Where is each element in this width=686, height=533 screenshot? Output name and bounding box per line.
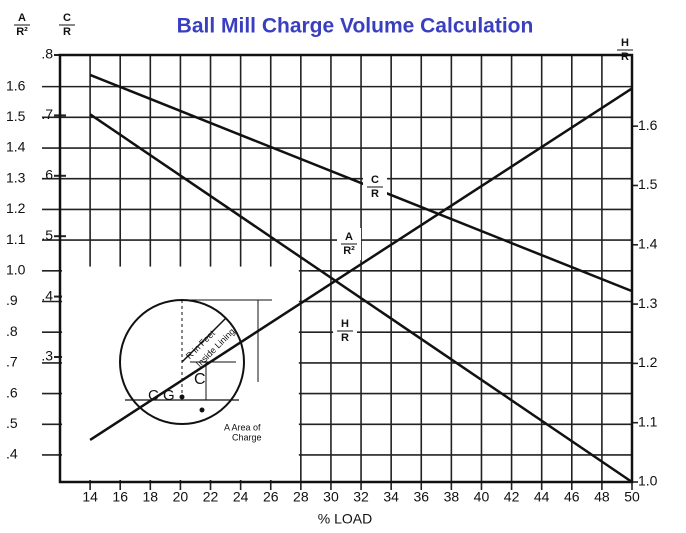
h-tick-label: 1.3 [638, 295, 658, 311]
radius-line [181, 317, 227, 363]
x-tick-label: 24 [233, 489, 249, 505]
a-tick-label: .6 [6, 384, 18, 400]
inset-background [62, 266, 299, 480]
x-tick-label: 34 [383, 489, 399, 505]
series-label-num: H [341, 318, 349, 330]
h-tick-label: 1.2 [638, 354, 658, 370]
c-label: C [194, 371, 206, 388]
x-tick-label: 20 [173, 489, 189, 505]
c-tick-label: .3 [41, 348, 53, 364]
x-tick-label: 38 [444, 489, 460, 505]
series-label-den: R² [343, 245, 355, 257]
area-label: Charge [232, 432, 262, 442]
a-axis-title-num: A [18, 12, 26, 24]
x-tick-label: 16 [112, 489, 128, 505]
area-label: A Area of [224, 422, 261, 432]
c-axis-title-den: R [63, 26, 71, 38]
x-tick-label: 46 [564, 489, 580, 505]
x-tick-label: 22 [203, 489, 219, 505]
h-axis-title-num: H [621, 37, 629, 49]
a-tick-label: 1.2 [6, 200, 26, 216]
c-tick-label: .5 [41, 227, 53, 243]
a-tick-label: .7 [6, 354, 18, 370]
c-tick-label: .7 [41, 106, 53, 122]
series-label-num: C [371, 174, 379, 186]
a-tick-label: .8 [6, 323, 18, 339]
a-tick-label: 1.0 [6, 262, 26, 278]
c-axis-title-num: C [63, 12, 71, 24]
chart-title: Ball Mill Charge Volume Calculation [177, 15, 534, 38]
h-axis-title-den: R [621, 51, 629, 63]
x-tick-label: 42 [504, 489, 520, 505]
c-tick-label: .6 [41, 166, 53, 182]
series-label-den: R [341, 332, 349, 344]
series-line [89, 73, 633, 293]
a-tick-label: .4 [6, 446, 18, 462]
a-tick-label: 1.4 [6, 139, 26, 155]
x-tick-label: 26 [263, 489, 279, 505]
series-label-num: A [345, 231, 353, 243]
series-line [89, 113, 633, 484]
a-tick-label: .9 [6, 292, 18, 308]
cg-dot [179, 394, 185, 400]
x-tick-label: 44 [534, 489, 550, 505]
a-tick-label: 1.6 [6, 77, 26, 93]
x-tick-label: 32 [353, 489, 369, 505]
h-tick-label: 1.1 [638, 413, 658, 429]
x-tick-label: 14 [82, 489, 98, 505]
c-tick-label: .8 [41, 46, 53, 62]
a-tick-label: 1.5 [6, 108, 26, 124]
x-tick-label: 48 [594, 489, 610, 505]
a-axis-title-den: R² [16, 26, 28, 38]
h-tick-label: 1.5 [638, 176, 658, 192]
h-tick-label: 1.4 [638, 235, 658, 251]
c-tick-label: .4 [41, 287, 53, 303]
series-line [89, 87, 633, 441]
plot-frame [58, 53, 634, 484]
x-axis-label: % LOAD [318, 511, 372, 527]
a-tick-label: 1.1 [6, 231, 26, 247]
series-label-den: R [371, 188, 379, 200]
cg-label: C G [148, 387, 175, 404]
h-tick-label: 1.0 [638, 473, 658, 489]
x-tick-label: 18 [143, 489, 159, 505]
x-tick-label: 36 [413, 489, 429, 505]
a-tick-label: 1.3 [6, 169, 26, 185]
a-tick-label: .5 [6, 415, 18, 431]
h-tick-label: 1.6 [638, 117, 658, 133]
x-tick-label: 30 [323, 489, 339, 505]
x-tick-label: 28 [293, 489, 309, 505]
x-tick-label: 40 [474, 489, 490, 505]
area-dot [199, 407, 205, 413]
x-tick-label: 50 [624, 489, 640, 505]
